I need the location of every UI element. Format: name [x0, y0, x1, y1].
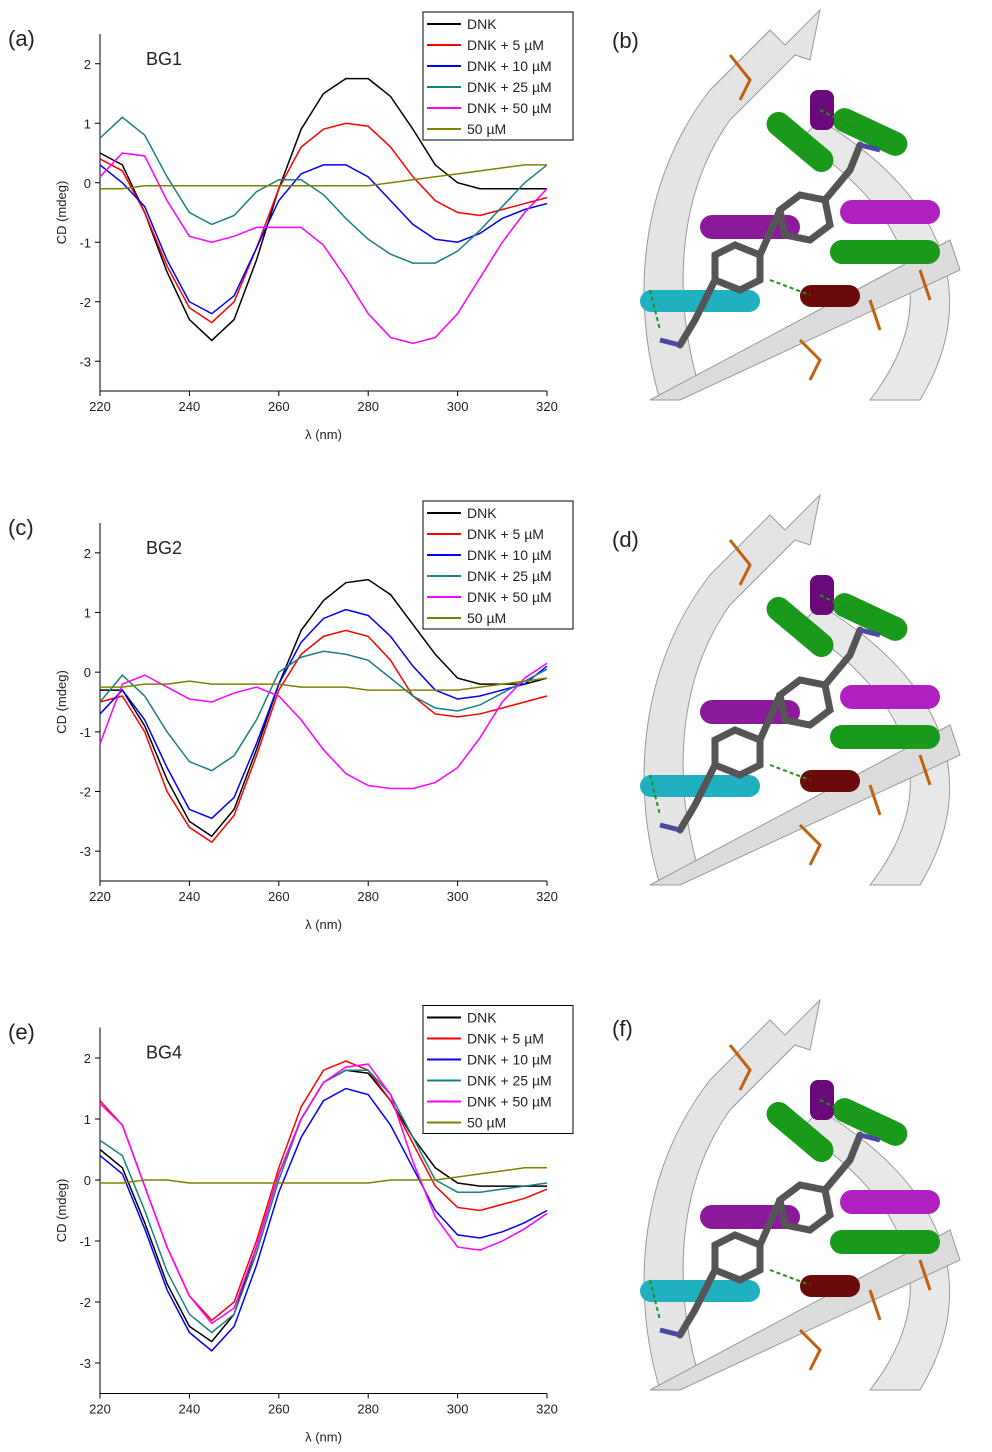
x-axis-label: λ (nm) [305, 427, 342, 442]
series-line [99, 650, 548, 772]
legend-label: DNK + 5 µM [467, 1031, 544, 1047]
series-line [99, 152, 548, 345]
y-tick-label: -2 [79, 295, 91, 310]
legend-label: DNK [467, 505, 497, 521]
series-line [100, 1167, 547, 1184]
legend-label: DNK + 25 µM [467, 568, 552, 584]
y-tick-label: 1 [84, 1112, 91, 1127]
x-tick-label: 300 [447, 1402, 469, 1417]
y-axis-label: CD (mdeg) [54, 1179, 69, 1243]
legend-label: DNK + 10 µM [467, 1052, 552, 1068]
legend-label: DNK + 5 µM [467, 526, 544, 542]
x-tick-label: 220 [89, 399, 111, 414]
y-tick-label: 1 [84, 116, 91, 131]
y-tick-label: -3 [79, 1356, 91, 1371]
x-tick-label: 220 [89, 1402, 111, 1417]
panel-label: (e) [8, 1020, 35, 1045]
series-line [99, 164, 548, 315]
series-line [100, 164, 547, 190]
panel-label: (a) [8, 26, 35, 51]
legend-label: 50 µM [467, 121, 506, 137]
x-tick-label: 300 [447, 889, 469, 904]
annotation: BG2 [146, 538, 182, 558]
x-tick-label: 280 [357, 889, 379, 904]
x-tick-label: 220 [89, 889, 111, 904]
series-line [99, 1063, 548, 1325]
x-tick-label: 320 [536, 399, 558, 414]
legend-box [422, 500, 574, 630]
x-axis-label: λ (nm) [305, 917, 342, 932]
y-tick-label: -1 [79, 1234, 91, 1249]
legend-label: DNK + 5 µM [467, 37, 544, 53]
x-tick-label: 320 [536, 1402, 558, 1417]
legend-box [422, 11, 574, 141]
series-line [99, 662, 548, 790]
legend-label: DNK + 50 µM [467, 100, 552, 116]
y-tick-label: 0 [84, 176, 91, 191]
dna-model [640, 10, 960, 400]
series-line [99, 608, 548, 820]
annotation: BG4 [146, 1043, 182, 1063]
y-tick-label: -2 [79, 785, 91, 800]
legend-label: DNK [467, 16, 497, 32]
x-tick-label: 320 [536, 889, 558, 904]
series-line [99, 116, 548, 264]
x-tick-label: 240 [179, 399, 201, 414]
panel-label: (c) [8, 515, 34, 540]
series-line [99, 122, 548, 324]
y-tick-label: -3 [79, 354, 91, 369]
legend-box [422, 1005, 574, 1134]
series-line [99, 629, 548, 844]
y-tick-label: 0 [84, 665, 91, 680]
series-line [100, 677, 548, 691]
dna-model [640, 1000, 960, 1390]
legend-label: 50 µM [467, 610, 506, 626]
y-tick-label: -1 [79, 235, 91, 250]
x-tick-label: 280 [357, 399, 379, 414]
series-line [100, 578, 548, 838]
dna-model [640, 495, 960, 885]
y-tick-label: -1 [79, 725, 91, 740]
legend-label: DNK [467, 1010, 497, 1026]
y-tick-label: 2 [84, 57, 91, 72]
y-tick-label: 2 [84, 1051, 91, 1066]
x-tick-label: 300 [447, 399, 469, 414]
annotation: BG1 [146, 49, 182, 69]
y-tick-label: -2 [79, 1295, 91, 1310]
x-tick-label: 240 [179, 889, 201, 904]
series-line [99, 1087, 548, 1352]
x-tick-label: 240 [179, 1402, 201, 1417]
legend-label: DNK + 50 µM [467, 589, 552, 605]
panel-label: (f) [612, 1016, 633, 1041]
panel-label: (d) [612, 527, 639, 552]
panel-label: (b) [612, 28, 639, 53]
legend-label: DNK + 10 µM [467, 547, 552, 563]
y-axis-label: CD (mdeg) [54, 670, 69, 734]
legend-label: DNK + 10 µM [467, 58, 552, 74]
series-line [99, 77, 547, 342]
y-tick-label: 0 [84, 1173, 91, 1188]
y-tick-label: 2 [84, 546, 91, 561]
x-tick-label: 260 [268, 889, 290, 904]
y-axis-label: CD (mdeg) [54, 181, 69, 245]
legend-label: DNK + 25 µM [467, 79, 552, 95]
x-tick-label: 260 [268, 1402, 290, 1417]
y-tick-label: 1 [84, 606, 91, 621]
y-tick-label: -3 [79, 844, 91, 859]
legend-label: DNK + 25 µM [467, 1073, 552, 1089]
x-tick-label: 280 [357, 1402, 379, 1417]
legend-label: DNK + 50 µM [467, 1094, 552, 1110]
x-tick-label: 260 [268, 399, 290, 414]
x-axis-label: λ (nm) [305, 1430, 342, 1445]
legend-label: 50 µM [467, 1115, 506, 1131]
